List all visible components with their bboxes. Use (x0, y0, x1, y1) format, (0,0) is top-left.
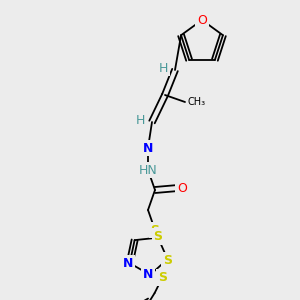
Text: N: N (143, 142, 153, 154)
Text: N: N (122, 256, 133, 270)
Text: N: N (143, 268, 153, 281)
Text: H: H (158, 61, 168, 74)
Text: HN: HN (139, 164, 158, 176)
Text: S: S (154, 230, 163, 243)
Text: CH₃: CH₃ (187, 97, 205, 107)
Text: O: O (197, 14, 207, 26)
Text: S: S (163, 254, 172, 267)
Text: S: S (151, 224, 160, 236)
Text: O: O (177, 182, 187, 194)
Text: H: H (135, 113, 145, 127)
Text: S: S (158, 271, 167, 284)
